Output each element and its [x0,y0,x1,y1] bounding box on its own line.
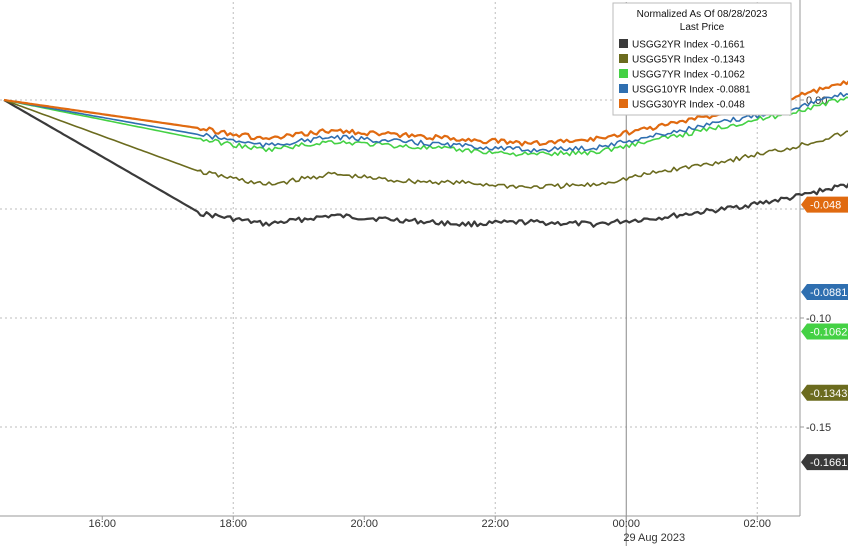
series-line-usgg10yr-index [3,92,848,154]
series-line-usgg5yr-index [3,99,848,190]
x-tick-label: 20:00 [350,518,378,530]
end-label-badge [801,454,848,471]
end-label-badge [801,196,848,213]
series-line-usgg2yr-index [3,99,848,228]
end-label-usgg10yr-index: -0.0881 [801,284,848,301]
end-label-badge [801,284,848,301]
legend-entry: USGG7YR Index -0.1062 [632,70,745,81]
legend-entry: USGG10YR Index -0.0881 [632,85,751,96]
end-label-usgg5yr-index: -0.1343 [801,384,848,401]
y-tick-label: -0.10 [806,313,831,325]
legend-entry: USGG5YR Index -0.1343 [632,55,745,66]
legend-swatch [619,84,628,93]
end-label-text: -0.1343 [810,388,847,400]
series-line-usgg7yr-index [3,96,848,157]
y-tick-label: -0.15 [806,422,831,434]
x-tick-label: 00:00 [612,518,640,530]
legend-swatch [619,69,628,78]
end-label-usgg2yr-index: -0.1661 [801,454,848,471]
end-label-usgg7yr-index: -0.1062 [801,323,848,340]
end-label-badge [801,384,848,401]
x-tick-label: 22:00 [481,518,509,530]
x-tick-label: 18:00 [219,518,247,530]
end-label-text: -0.1062 [810,327,847,339]
legend-entry: USGG2YR Index -0.1661 [632,40,745,51]
legend-swatch [619,99,628,108]
chart-title: Normalized As Of 08/28/2023 [637,9,768,20]
x-tick-label: 16:00 [88,518,116,530]
x-tick-label: 02:00 [743,518,771,530]
legend-entry: USGG30YR Index -0.048 [632,100,745,111]
end-label-text: -0.0881 [810,287,847,299]
legend-box [612,2,792,116]
x-date-label: 29 Aug 2023 [623,532,685,544]
legend-swatch [619,39,628,48]
legend-swatch [619,54,628,63]
end-label-usgg30yr-index: -0.048 [801,196,848,213]
end-label-text: -0.048 [810,200,841,212]
end-label-badge [801,323,848,340]
legend-header: Last Price [680,22,725,33]
end-label-text: -0.1661 [810,457,847,469]
